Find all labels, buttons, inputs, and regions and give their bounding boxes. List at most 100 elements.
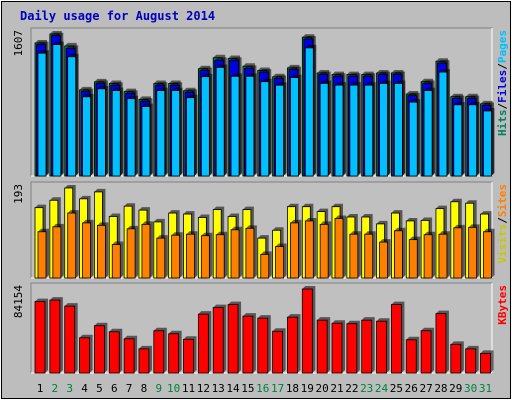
pages-bar xyxy=(141,103,153,177)
x-tick-label: 5 xyxy=(96,382,103,395)
pages-bar xyxy=(111,87,124,177)
x-tick-label: 28 xyxy=(434,382,447,395)
kbytes-bar xyxy=(108,328,123,374)
kbytes-bar xyxy=(153,327,167,374)
kbytes-bar xyxy=(242,313,256,374)
x-tick-label: 29 xyxy=(449,382,462,395)
sites-bar xyxy=(260,251,272,279)
kbytes-bar xyxy=(405,336,420,374)
kbytes-bar xyxy=(465,345,479,374)
sites-bar xyxy=(215,231,228,279)
pages-bar xyxy=(156,87,168,177)
x-tick-label: 23 xyxy=(360,382,373,395)
sites-bar xyxy=(141,221,153,279)
x-axis-labels: 1 2 3 4 5 6 7 8 9 10 11 12 13 14 15 16 17 18 19 20 21 22 23 24 2… xyxy=(37,382,492,395)
kbytes-bar xyxy=(257,315,271,374)
kbytes-bar xyxy=(183,336,197,374)
legend-visits: Visits xyxy=(496,224,509,264)
sites-bar xyxy=(379,239,391,279)
pages-bar xyxy=(200,73,213,177)
sites-bar xyxy=(468,224,480,279)
sites-bar xyxy=(393,227,406,279)
pages-bar xyxy=(408,99,421,177)
max-label-middle: 193 xyxy=(12,184,25,204)
kbytes-bar xyxy=(168,330,182,374)
sites-bar xyxy=(37,228,49,279)
pages-bar xyxy=(52,41,64,177)
sites-bar xyxy=(126,225,139,279)
kbytes-bar xyxy=(287,314,301,374)
pages-bar xyxy=(304,44,317,177)
kbytes-bar xyxy=(212,304,227,374)
x-tick-label: 4 xyxy=(81,382,88,395)
x-tick-label: 30 xyxy=(464,382,477,395)
sites-bar xyxy=(275,243,287,279)
legend-bottom: KBytes xyxy=(496,285,509,325)
x-tick-label: 25 xyxy=(390,382,403,395)
pages-bar xyxy=(97,85,109,177)
kbytes-bar xyxy=(376,318,390,374)
kbytes-bar xyxy=(420,327,435,374)
sites-bar xyxy=(438,231,450,279)
legend-sep1: / xyxy=(496,63,509,70)
kbytes-bar xyxy=(123,335,138,374)
kbytes-bar xyxy=(94,322,108,374)
pages-bar xyxy=(379,80,391,177)
pages-bar xyxy=(186,94,198,177)
kbytes-bar xyxy=(64,303,78,374)
sites-bar xyxy=(408,236,421,279)
sites-bar xyxy=(304,217,317,279)
sites-bar xyxy=(97,222,109,279)
kbytes-bar xyxy=(331,320,345,374)
pages-bar xyxy=(453,101,465,177)
kbytes-bar xyxy=(49,297,63,374)
x-tick-label: 3 xyxy=(66,382,73,395)
x-tick-label: 12 xyxy=(197,382,210,395)
x-tick-label: 7 xyxy=(126,382,133,395)
x-tick-label: 20 xyxy=(316,382,329,395)
legend-hits: Hits xyxy=(496,110,509,137)
x-tick-label: 6 xyxy=(111,382,118,395)
pages-bar xyxy=(230,73,243,177)
x-tick-label: 8 xyxy=(141,382,148,395)
legend-pages: Pages xyxy=(496,30,509,63)
kbytes-bar xyxy=(361,317,375,374)
sites-bar xyxy=(67,210,79,279)
x-tick-label: 14 xyxy=(226,382,240,395)
x-tick-label: 18 xyxy=(286,382,299,395)
pages-bar xyxy=(438,69,450,177)
x-tick-label: 21 xyxy=(330,382,343,395)
x-tick-label: 16 xyxy=(256,382,269,395)
sites-bar xyxy=(290,219,302,279)
panel-bottom: 84154 KBytes xyxy=(12,282,509,374)
max-label-bottom: 84154 xyxy=(12,285,25,318)
pages-bar xyxy=(215,64,228,177)
sites-bar xyxy=(111,241,124,279)
x-tick-label: 26 xyxy=(405,382,418,395)
x-tick-label: 10 xyxy=(167,382,180,395)
sites-bar xyxy=(245,225,257,279)
x-tick-label: 27 xyxy=(419,382,432,395)
x-tick-label: 19 xyxy=(301,382,314,395)
pages-bar xyxy=(290,74,302,177)
legend-kbytes: KBytes xyxy=(496,285,509,325)
kbytes-bar xyxy=(316,317,331,374)
x-tick-label: 13 xyxy=(212,382,225,395)
max-label-top: 1607 xyxy=(12,30,25,57)
x-tick-label: 1 xyxy=(37,382,44,395)
pages-bar xyxy=(37,50,49,177)
x-tick-label: 2 xyxy=(52,382,59,395)
sites-bar xyxy=(453,224,465,279)
legend-sep2: / xyxy=(496,103,509,110)
sites-bar xyxy=(319,221,332,279)
x-tick-label: 24 xyxy=(375,382,389,395)
pages-bar xyxy=(423,87,436,177)
x-tick-label: 11 xyxy=(182,382,195,395)
sites-bar xyxy=(52,223,64,279)
pages-bar xyxy=(349,82,361,177)
sites-bar xyxy=(423,231,436,279)
sites-bar xyxy=(171,232,183,279)
sites-bar xyxy=(200,232,213,279)
kbytes-bar xyxy=(480,350,494,374)
